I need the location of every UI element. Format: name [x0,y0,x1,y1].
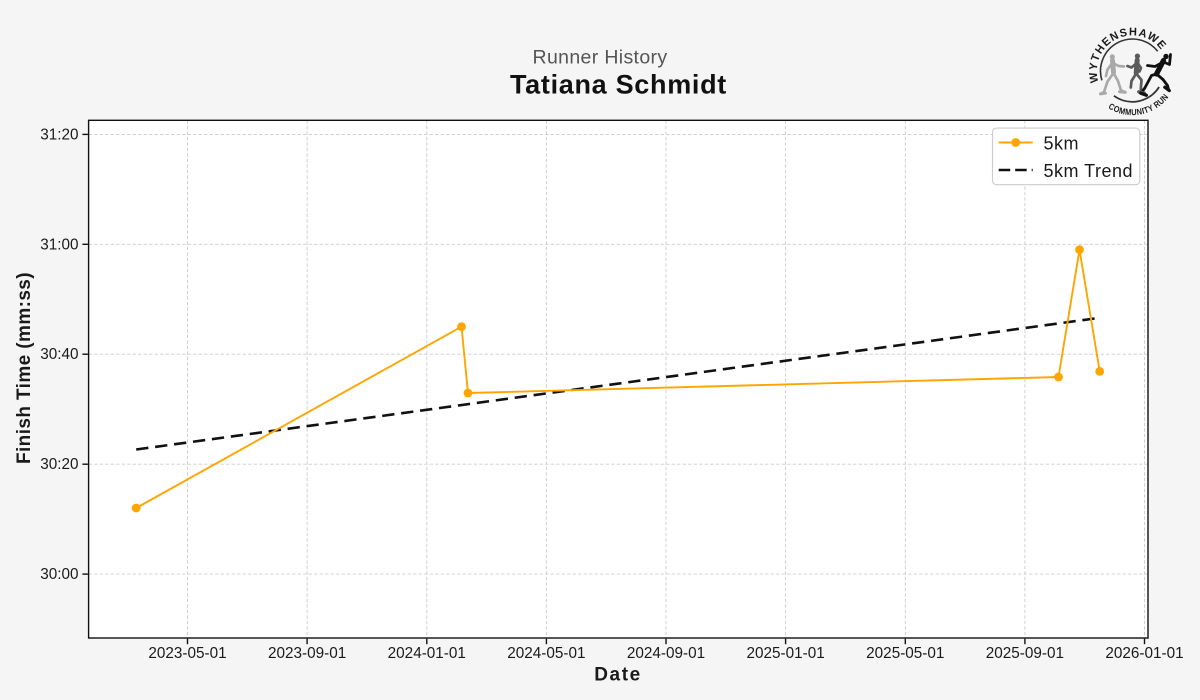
svg-text:30:40: 30:40 [40,346,78,363]
svg-text:31:00: 31:00 [40,236,78,253]
svg-text:31:20: 31:20 [40,126,78,143]
svg-text:2024-09-01: 2024-09-01 [627,645,705,662]
svg-text:Tatiana Schmidt: Tatiana Schmidt [510,69,727,99]
svg-text:2023-05-01: 2023-05-01 [148,645,226,662]
svg-text:Date: Date [594,664,642,685]
svg-text:5km Trend: 5km Trend [1044,161,1134,181]
svg-text:30:00: 30:00 [40,566,78,583]
svg-text:2023-09-01: 2023-09-01 [268,645,346,662]
svg-text:2024-01-01: 2024-01-01 [388,645,466,662]
svg-text:2026-01-01: 2026-01-01 [1105,645,1183,662]
svg-text:2024-05-01: 2024-05-01 [507,645,585,662]
svg-text:2025-05-01: 2025-05-01 [866,645,944,662]
svg-text:Finish Time (mm:ss): Finish Time (mm:ss) [14,272,35,464]
svg-text:Runner History: Runner History [533,46,668,68]
svg-text:2025-09-01: 2025-09-01 [986,645,1064,662]
svg-text:30:20: 30:20 [40,456,78,473]
svg-text:2025-01-01: 2025-01-01 [746,645,824,662]
svg-text:5km: 5km [1044,134,1080,154]
